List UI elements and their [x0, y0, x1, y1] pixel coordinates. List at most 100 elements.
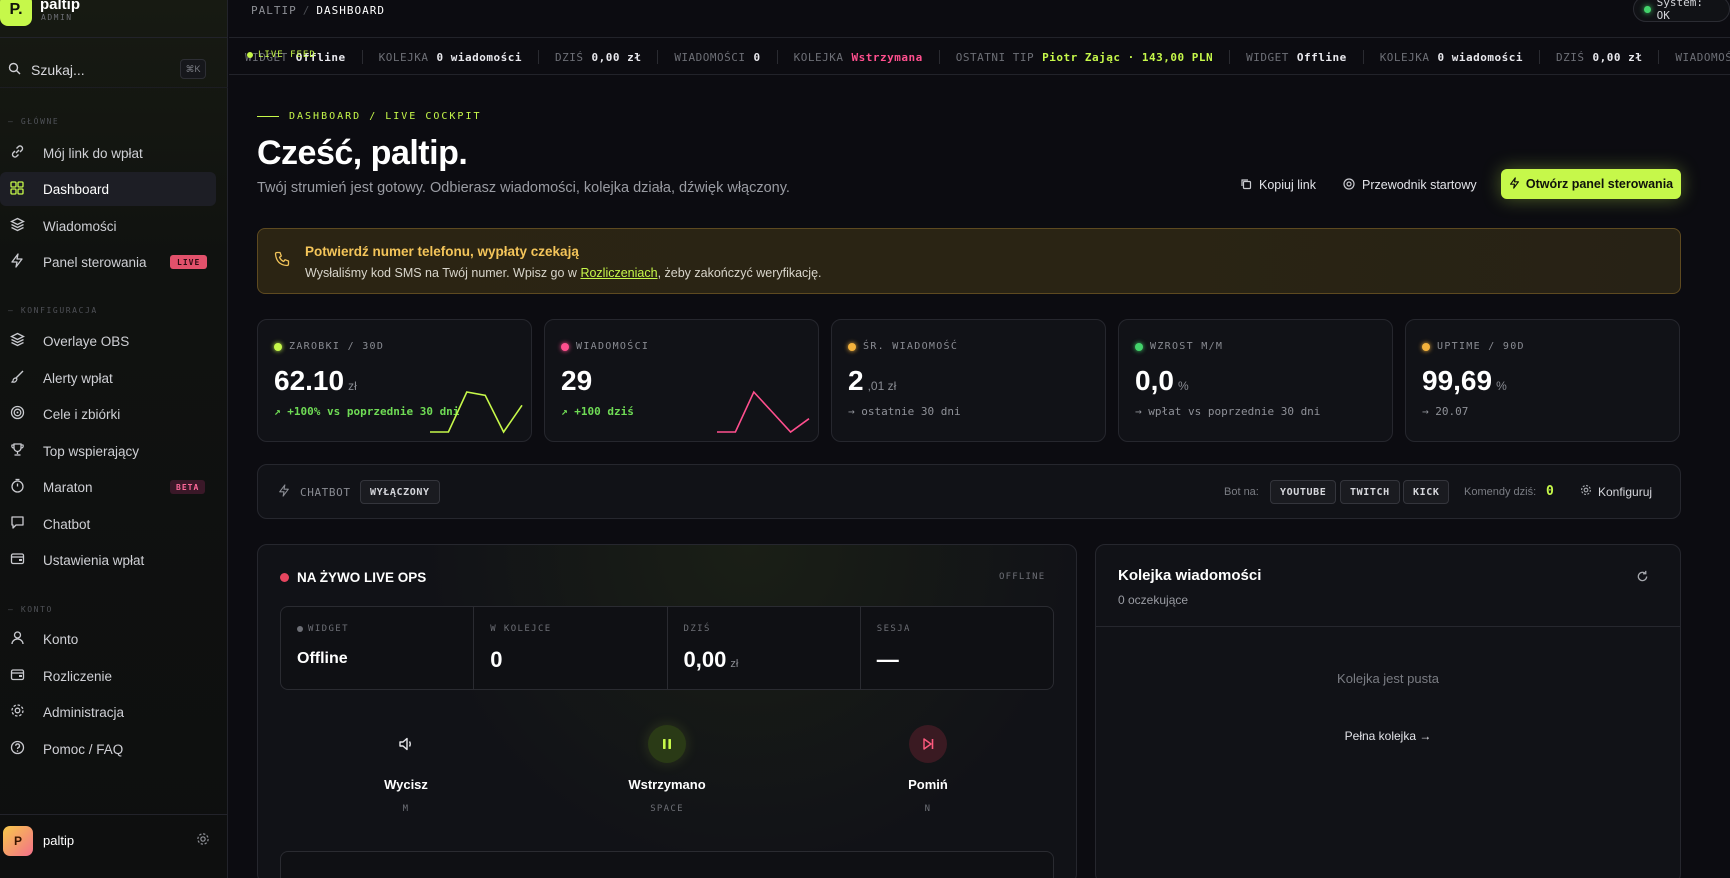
search-input[interactable]: Szukaj... ⌘K	[0, 52, 228, 88]
breadcrumb: PALTIP / DASHBOARD	[251, 4, 385, 17]
stat-dot-icon	[1135, 342, 1143, 351]
ticker-item: WIADOMOŚCI 0	[658, 50, 778, 64]
control-name: Wstrzymano	[628, 777, 706, 792]
sidebar-item-label: Ustawienia wpłat	[43, 552, 145, 568]
sidebar-item-marathon[interactable]: Maraton BETA	[0, 470, 216, 504]
stat-value-number: 62.10	[274, 365, 345, 396]
platform-kick-chip[interactable]: KICK	[1403, 480, 1450, 504]
sidebar-item-top-supporters[interactable]: Top wspierający	[0, 434, 216, 468]
system-status-pill[interactable]: System: OK	[1633, 0, 1730, 22]
platform-twitch-chip[interactable]: TWITCH	[1340, 480, 1400, 504]
metric-value: —	[876, 647, 899, 672]
stat-card[interactable]: UPTIME / 90D 99,69% → 20.07	[1405, 319, 1680, 442]
chatbot-bar: CHATBOT WYŁĄCZONY Bot na: YOUTUBE TWITCH…	[257, 464, 1681, 519]
stat-card[interactable]: ŚR. WIADOMOŚĆ 2,01 zł → ostatnie 30 dni	[831, 319, 1106, 442]
ticker-value: Piotr Zając · 143,00 PLN	[1042, 50, 1214, 64]
compass-icon	[1343, 177, 1355, 193]
stat-card[interactable]: WZROST M/M 0,0% → wpłat vs poprzednie 30 d…	[1118, 319, 1393, 442]
section-label-account: — KONTO	[8, 605, 53, 614]
sidebar-item-label: Top wspierający	[43, 443, 140, 459]
chatbot-state-badge[interactable]: WYŁĄCZONY	[360, 480, 440, 504]
copy-icon	[1240, 178, 1252, 193]
stat-footnote: → wpłat vs poprzednie 30 dni	[1135, 405, 1321, 418]
system-status-text: System: OK	[1656, 0, 1703, 22]
ticker-label: KOLEJKA	[1379, 50, 1430, 64]
bolt-icon	[8, 253, 26, 271]
skip-control[interactable]: Pomiń N	[868, 725, 988, 814]
breadcrumb-root[interactable]: PALTIP	[251, 4, 297, 17]
eyebrow-text: DASHBOARD / LIVE COCKPIT	[289, 111, 482, 122]
stat-unit: %	[1177, 379, 1189, 393]
sidebar-item-account[interactable]: Konto	[0, 622, 216, 656]
brand[interactable]: P. paltip ADMIN	[0, 0, 228, 38]
billing-link[interactable]: Rozliczeniach	[580, 266, 658, 280]
search-icon	[8, 62, 21, 78]
sidebar-item-messages[interactable]: Wiadomości	[0, 209, 216, 243]
control-shortcut: N	[924, 804, 932, 814]
stat-dot-icon	[274, 342, 282, 351]
metric-today: DZIŚ 0,00 zł	[668, 607, 861, 689]
stat-card[interactable]: ZAROBKI / 30D 62.10 zł ↗ +100% vs poprzedni…	[257, 319, 532, 442]
platform-youtube-chip[interactable]: YOUTUBE	[1270, 480, 1337, 504]
sparkline-series	[717, 390, 810, 434]
breadcrumb-current: DASHBOARD	[316, 4, 385, 17]
metric-label: DZIŚ	[683, 624, 711, 634]
pause-icon[interactable]	[648, 725, 686, 763]
sidebar: P. paltip ADMIN Szukaj... ⌘K — GŁÓWNE Mó…	[0, 0, 228, 878]
ticker-label: WIDGET	[245, 50, 288, 64]
stat-footnote: ↗ +100 dziś	[561, 405, 634, 418]
stat-footnote: → 20.07	[1422, 405, 1469, 418]
sidebar-item-chatbot[interactable]: Chatbot	[0, 507, 216, 541]
sidebar-item-payment-link[interactable]: Mój link do wpłat	[0, 136, 216, 170]
ticker-value: Offline	[1296, 50, 1347, 64]
sidebar-item-help[interactable]: Pomoc / FAQ	[0, 732, 216, 766]
live-ops-metrics: WIDGET Offline W KOLEJCE 0 DZIŚ 0,00 zł S…	[280, 606, 1054, 690]
starter-guide-button[interactable]: Przewodnik startowy	[1343, 172, 1477, 198]
volume-icon[interactable]	[387, 725, 425, 763]
copy-link-button[interactable]: Kopiuj link	[1240, 172, 1316, 198]
page-title: Cześć, paltip.	[257, 134, 468, 172]
refresh-icon[interactable]	[1636, 570, 1649, 586]
stat-card[interactable]: WIADOMOŚCI 29 ↗ +100 dziś	[544, 319, 819, 442]
stat-value: 0,0%	[1135, 365, 1189, 397]
brand-name: paltip	[40, 0, 80, 13]
stat-dot-icon	[848, 342, 856, 351]
sidebar-item-dashboard[interactable]: Dashboard	[0, 172, 216, 206]
open-control-panel-button[interactable]: Otwórz panel sterowania	[1501, 169, 1681, 199]
sidebar-item-obs-overlays[interactable]: Overlaye OBS	[0, 324, 216, 358]
skip-icon[interactable]	[909, 725, 947, 763]
user-settings-icon[interactable]	[196, 832, 210, 849]
sidebar-item-label: Maraton	[43, 479, 93, 495]
stat-label-text: ZAROBKI / 30D	[289, 341, 385, 352]
stat-value-number: 29	[561, 365, 593, 396]
sidebar-item-administration[interactable]: Administracja	[0, 695, 216, 729]
stat-label-text: UPTIME / 90D	[1437, 341, 1525, 352]
mute-control[interactable]: Wycisz M	[346, 725, 466, 814]
sidebar-item-payment-settings[interactable]: Ustawienia wpłat	[0, 543, 216, 577]
sidebar-item-goals[interactable]: Cele i zbiórki	[0, 397, 216, 431]
sparkline	[717, 390, 810, 434]
target-icon	[8, 405, 26, 423]
alert-text: Wysłaliśmy kod SMS na Twój numer. Wpisz …	[305, 266, 822, 280]
sidebar-item-billing[interactable]: Rozliczenie	[0, 659, 216, 693]
status-dot-icon	[297, 626, 303, 632]
stat-unit: ,01 zł	[867, 379, 897, 393]
configure-chatbot-button[interactable]: Konfiguruj	[1580, 484, 1652, 499]
live-ops-status: OFFLINE	[999, 572, 1046, 582]
sidebar-item-donation-alerts[interactable]: Alerty wpłat	[0, 361, 216, 395]
timer-icon	[8, 478, 26, 496]
live-ops-panel: NA ŻYWO LIVE OPS OFFLINE WIDGET Offline …	[257, 544, 1077, 878]
metric-value: 0,00 zł	[684, 647, 739, 673]
stat-dot-icon	[1422, 342, 1430, 351]
full-queue-link[interactable]: Pełna kolejka →	[1344, 729, 1432, 743]
control-shortcut: M	[402, 804, 410, 814]
metric-value: Offline	[297, 650, 348, 667]
stat-unit: zł	[348, 379, 357, 393]
wallet-icon	[8, 667, 26, 685]
search-shortcut: ⌘K	[180, 59, 206, 79]
sidebar-item-control-panel[interactable]: Panel sterowania LIVE	[0, 245, 216, 279]
sidebar-item-label: Konto	[43, 631, 79, 647]
user-menu[interactable]: P paltip	[0, 814, 228, 878]
bolt-icon	[1509, 176, 1520, 192]
pause-control[interactable]: Wstrzymano SPACE	[607, 725, 727, 814]
